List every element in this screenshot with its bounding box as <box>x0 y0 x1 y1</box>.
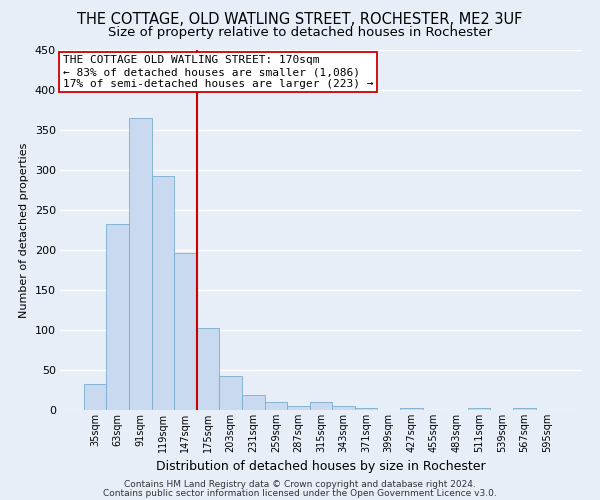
Bar <box>197 328 220 410</box>
Text: Contains HM Land Registry data © Crown copyright and database right 2024.: Contains HM Land Registry data © Crown c… <box>124 480 476 489</box>
Bar <box>265 402 287 410</box>
Bar <box>174 253 197 410</box>
Text: Contains public sector information licensed under the Open Government Licence v3: Contains public sector information licen… <box>103 489 497 498</box>
Bar <box>287 406 310 410</box>
Bar <box>513 408 536 410</box>
Bar <box>400 408 422 410</box>
Text: THE COTTAGE, OLD WATLING STREET, ROCHESTER, ME2 3UF: THE COTTAGE, OLD WATLING STREET, ROCHEST… <box>77 12 523 28</box>
Text: Size of property relative to detached houses in Rochester: Size of property relative to detached ho… <box>108 26 492 39</box>
Bar <box>355 408 377 410</box>
X-axis label: Distribution of detached houses by size in Rochester: Distribution of detached houses by size … <box>156 460 486 473</box>
Bar <box>152 176 174 410</box>
Bar <box>84 384 106 410</box>
Bar <box>468 408 490 410</box>
Bar <box>220 376 242 410</box>
Bar <box>310 402 332 410</box>
Text: THE COTTAGE OLD WATLING STREET: 170sqm
← 83% of detached houses are smaller (1,0: THE COTTAGE OLD WATLING STREET: 170sqm ←… <box>62 56 373 88</box>
Bar <box>106 224 129 410</box>
Bar <box>242 395 265 410</box>
Bar <box>332 406 355 410</box>
Y-axis label: Number of detached properties: Number of detached properties <box>19 142 29 318</box>
Bar <box>129 118 152 410</box>
